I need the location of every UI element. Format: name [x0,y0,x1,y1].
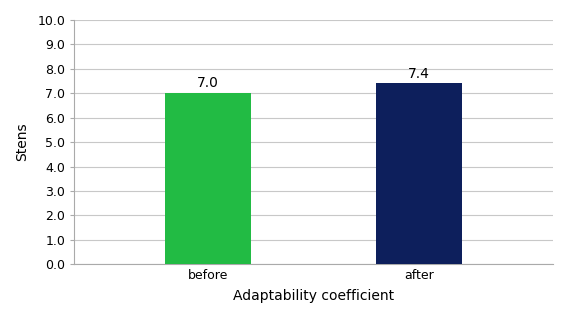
X-axis label: Adaptability coefficient: Adaptability coefficient [233,289,394,303]
Bar [376,84,462,264]
Text: 7.4: 7.4 [408,66,430,80]
Bar [165,93,252,264]
Y-axis label: Stens: Stens [15,123,29,162]
Text: 7.0: 7.0 [197,76,219,90]
